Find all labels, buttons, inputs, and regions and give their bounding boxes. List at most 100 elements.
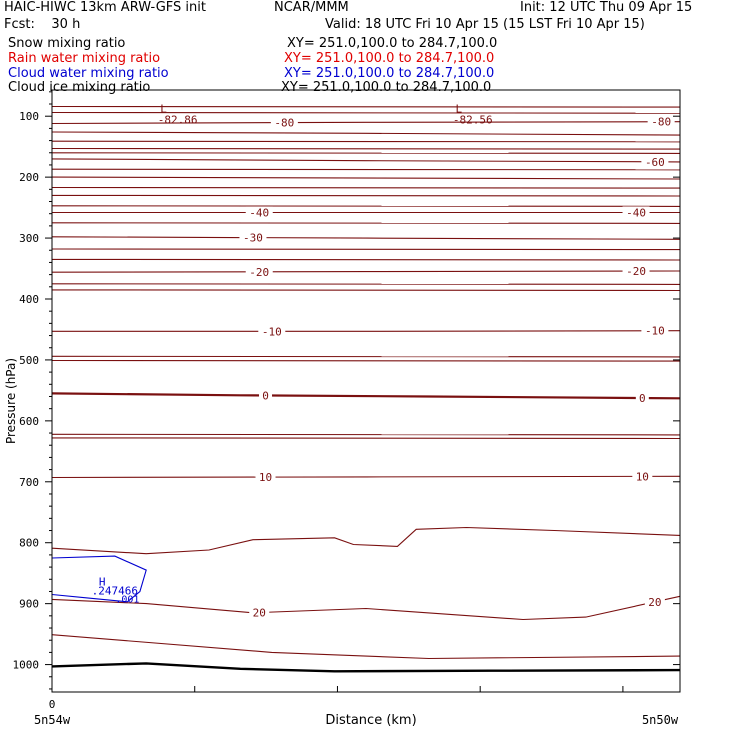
cloud-base-contour [51,526,681,555]
contour-label-bg [249,606,270,619]
isotherm-line [51,152,681,154]
contour-label-bg [647,115,675,128]
minimum-value: -82.56 [453,114,493,127]
contour-label: -10 [645,325,665,338]
x-tick-label: 0 [49,698,56,711]
contour-label-bg [259,389,273,402]
isotherm-m10 [52,330,681,332]
field-label-rain: Rain water mixing ratio [8,51,161,66]
contour-label-bg [270,116,298,129]
isotherm-line [51,147,681,150]
isotherm-line [51,437,681,440]
y-tick-label: 700 [19,476,39,489]
contour-label-bg [632,470,653,483]
header-fcst: Fcst: 30 h [4,17,81,32]
y-tick-label: 400 [19,293,39,306]
x-endpoint-left: 5n54w [34,713,71,727]
contour-label-bg [245,206,273,219]
contour-label-bg [255,471,276,484]
field-xy-cloud-ice: XY= 251.0,100.0 to 284.7,100.0 [281,80,492,95]
contour-label: -80 [651,116,671,129]
isotherm-line [51,111,681,114]
cloud-water-contour [51,555,147,603]
cloud-water-contour-label: .001 [115,594,139,605]
field-xy-cloud-water: XY= 251.0,100.0 to 284.7,100.0 [284,66,495,81]
isotherm-line [51,289,681,292]
contour-label-bg [245,265,273,278]
contour-label: 20 [648,596,661,609]
isotherm-m60 [51,158,681,163]
contour-label: 20 [253,607,266,620]
contour-label-bg [622,206,650,219]
x-axis-title: Distance (km) [325,713,416,728]
cloud-water-max-value: .247466 [92,585,138,598]
contour-label: -40 [249,206,269,219]
isotherm-m70 [51,131,681,136]
y-tick-label: 800 [19,537,39,550]
isotherm-line [51,359,681,362]
contour-label: -40 [626,206,646,219]
isotherm-line [51,186,681,189]
isotherm-0 [51,392,681,400]
field-xy-rain: XY= 251.0,100.0 to 284.7,100.0 [284,51,495,66]
y-tick-label: 200 [19,171,39,184]
contour-label-bg [644,595,665,608]
isotherm-m50 [51,176,681,180]
contour-label: 0 [262,389,269,402]
contour-label-bg [258,325,286,338]
plot-frame [51,89,681,693]
header-title-left: HAIC-HIWC 13km ARW-GFS init [4,0,206,15]
isotherm-line [51,168,681,171]
contour-label: 0 [639,392,646,405]
isotherm-line [51,205,681,207]
contour-label-bg [641,324,669,337]
header-init: Init: 12 UTC Thu 09 Apr 15 [520,0,693,15]
minimum-value: -82.86 [158,114,198,127]
contour-label: -20 [626,265,646,278]
y-tick-label: 100 [19,110,39,123]
y-tick-label: 500 [19,354,39,367]
contour-label: 10 [636,470,649,483]
contour-label: -20 [249,266,269,279]
isotherm-line [51,248,681,251]
x-endpoint-right: 5n50w [642,713,679,727]
minimum-symbol: L [160,103,167,116]
cloud-water-max-symbol: H [99,575,106,588]
contour-label: -30 [243,232,263,245]
isotherm-m20 [51,270,681,273]
isotherm-line [51,194,681,197]
isotherm-line [51,222,681,224]
isotherm-m80 [51,121,681,125]
contour-label: 10 [259,471,272,484]
y-tick-label: 900 [19,598,39,611]
isotherm-30 [51,634,681,660]
minimum-symbol: L [455,103,462,116]
contour-label: -60 [645,156,665,169]
isotherm-line [51,355,681,358]
y-tick-label: 1000 [13,659,40,672]
contour-label-bg [239,231,267,244]
y-tick-label: 600 [19,415,39,428]
isotherm-line [51,140,681,143]
y-tick-label: 300 [19,232,39,245]
header-title-center: NCAR/MMM [274,0,349,15]
field-label-snow: Snow mixing ratio [8,36,126,51]
contour-label: -10 [262,325,282,338]
y-axis-title: Pressure (hPa) [4,358,18,444]
contour-label-bg [641,155,669,168]
isotherm-m30 [51,236,681,240]
isotherm-10 [51,475,681,479]
contour-label-bg [635,392,649,405]
isotherm-line [51,258,681,261]
isotherm-20 [51,595,681,621]
contour-label-bg [622,265,650,278]
isotherm-line [51,283,681,285]
contour-label: -80 [274,117,294,130]
isotherm-line [51,433,681,436]
isotherm-line [51,105,681,108]
field-xy-snow: XY= 251.0,100.0 to 284.7,100.0 [287,36,498,51]
field-label-cloud-water: Cloud water mixing ratio [8,66,169,81]
field-label-cloud-ice: Cloud ice mixing ratio [8,80,151,95]
header-valid: Valid: 18 UTC Fri 10 Apr 15 (15 LST Fri … [325,17,645,32]
